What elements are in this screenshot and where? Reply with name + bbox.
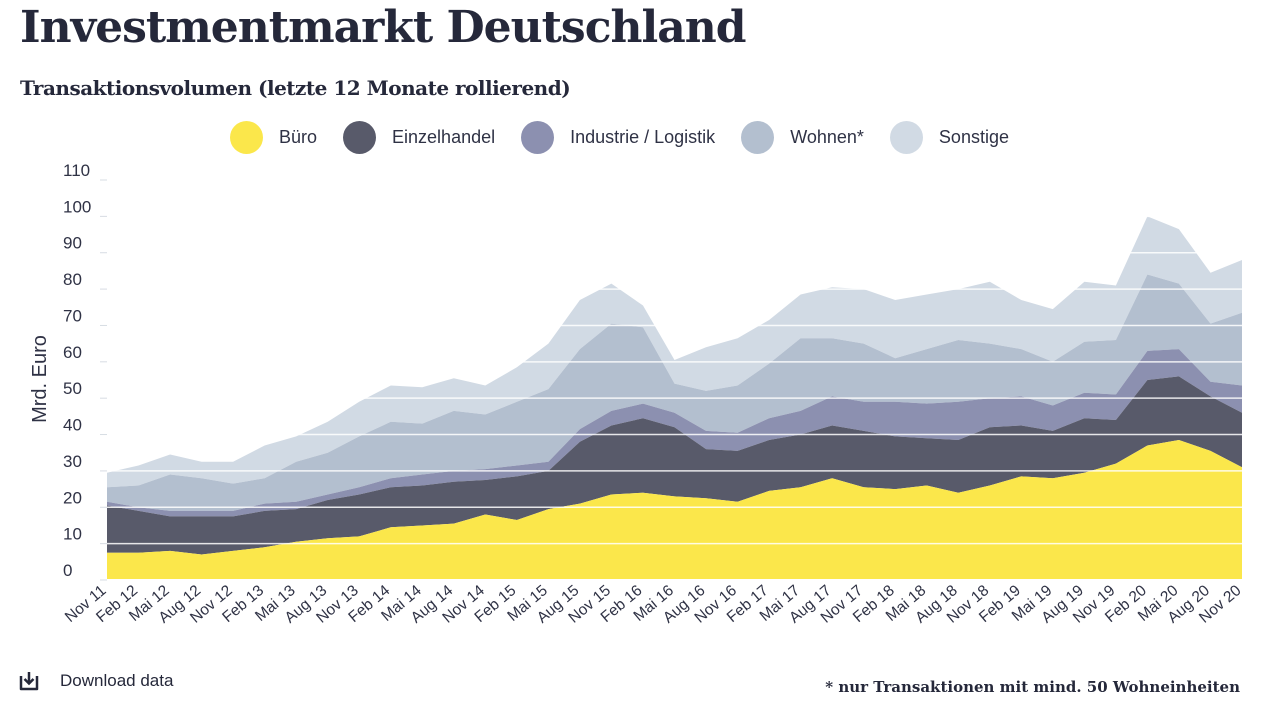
download-data-button[interactable]: Download data [16,668,173,694]
legend-item-sonstige[interactable]: Sonstige [889,121,1009,154]
chart-subtitle: Transaktionsvolumen (letzte 12 Monate ro… [20,76,571,100]
legend-label-industrie-logistik: Industrie / Logistik [570,127,716,147]
y-tick-label: 20 [63,488,82,507]
area-einzelhandel [107,376,1242,555]
y-tick-label: 10 [63,525,82,544]
legend-label-wohnen: Wohnen* [790,127,864,147]
y-tick-label: 0 [63,561,72,580]
legend-item-wohnen[interactable]: Wohnen* [741,121,864,154]
y-tick-label: 70 [63,306,82,325]
download-data-label: Download data [60,671,174,690]
area-wohnen [107,274,1242,511]
legend-label-einzelhandel: Einzelhandel [392,127,496,147]
y-tick-label: 110 [63,161,90,180]
area-sonstige [107,216,1242,488]
legend-item-industrie-logistik[interactable]: Industrie / Logistik [521,121,715,154]
legend-swatch-industrie-logistik [521,121,555,154]
y-axis-label: Mrd. Euro [29,335,51,423]
page-title: Investmentmarkt Deutschland [20,2,746,53]
legend-swatch-bueero [230,121,263,154]
legend-swatch-wohnen [741,121,775,154]
area-buero [107,440,1242,580]
legend-label-sonstige: Sonstige [938,127,1009,147]
legend-swatch-einzelhandel [343,121,377,154]
chart-legend: Büro Einzelhandel Industrie / Logistik W… [230,121,1035,154]
legend-label-bueero: Büro [279,127,318,147]
y-tick-label: 60 [63,343,82,362]
y-tick-label: 80 [63,270,82,289]
y-tick-label: 30 [63,452,82,471]
footnote: * nur Transaktionen mit mind. 50 Wohnein… [825,678,1240,696]
legend-item-einzelhandel[interactable]: Einzelhandel [343,121,495,154]
y-tick-label: 90 [63,234,82,253]
y-tick-label: 100 [63,197,91,216]
legend-item-bueero[interactable]: Büro [230,121,317,154]
y-tick-label: 40 [63,416,82,435]
download-icon [19,672,39,691]
legend-swatch-sonstige [889,121,923,154]
y-tick-label: 50 [63,379,82,398]
